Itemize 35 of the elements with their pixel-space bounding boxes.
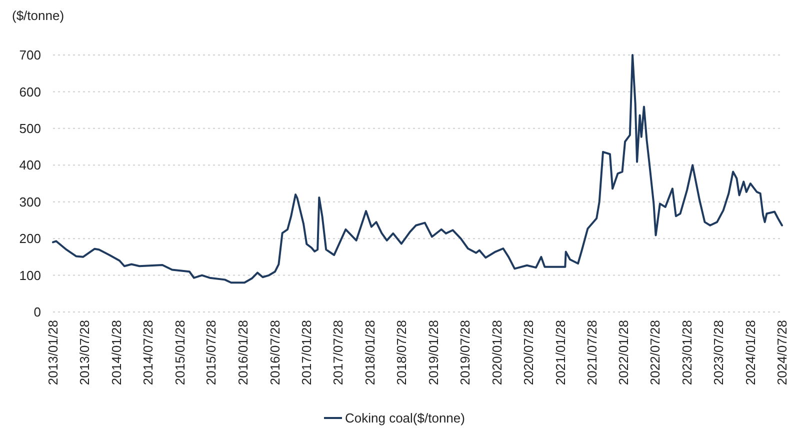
x-tick-label: 2022/01/28 bbox=[616, 320, 632, 386]
x-tick-label: 2016/01/28 bbox=[236, 320, 251, 386]
x-tick-label: 2023/01/28 bbox=[680, 320, 695, 386]
y-tick-label: 300 bbox=[19, 194, 41, 210]
legend-label: Coking coal($/tonne) bbox=[345, 410, 465, 426]
y-tick-label: 500 bbox=[19, 120, 41, 136]
x-tick-label: 2015/07/28 bbox=[204, 320, 219, 386]
x-tick-label: 2014/07/28 bbox=[140, 320, 156, 386]
y-tick-label: 600 bbox=[19, 84, 41, 100]
x-tick-label: 2021/07/28 bbox=[584, 320, 600, 386]
x-tick-label: 2020/07/28 bbox=[520, 320, 536, 386]
y-tick-label: 0 bbox=[34, 304, 41, 320]
y-tick-label: 200 bbox=[19, 231, 41, 246]
x-tick-label: 2024/01/28 bbox=[742, 320, 758, 386]
x-tick-label: 2020/01/28 bbox=[489, 320, 504, 386]
x-tick-label: 2013/07/28 bbox=[76, 320, 92, 386]
x-tick-label: 2019/07/28 bbox=[457, 320, 472, 386]
x-tick-label: 2014/01/28 bbox=[108, 320, 124, 386]
y-tick-label: 700 bbox=[19, 48, 41, 63]
x-tick-label: 2018/01/28 bbox=[362, 320, 378, 386]
x-tick-label: 2021/01/28 bbox=[552, 320, 568, 386]
x-tick-label: 2013/01/28 bbox=[46, 320, 61, 386]
line-series bbox=[52, 54, 783, 284]
x-tick-label: 2023/07/28 bbox=[711, 320, 726, 386]
x-tick-label: 2018/07/28 bbox=[394, 320, 409, 386]
x-tick-label: 2016/07/28 bbox=[267, 320, 282, 386]
x-tick-label: 2019/01/28 bbox=[426, 320, 441, 386]
y-tick-label: 100 bbox=[19, 268, 41, 283]
x-tick-label: 2022/07/28 bbox=[648, 320, 663, 386]
x-tick-label: 2024/07/28 bbox=[774, 320, 790, 386]
y-axis-title: ($/tonne) bbox=[12, 8, 64, 23]
x-tick-label: 2015/01/28 bbox=[172, 320, 188, 386]
x-tick-label: 2017/07/28 bbox=[330, 320, 346, 386]
y-tick-label: 400 bbox=[19, 158, 41, 173]
x-tick-label: 2017/01/28 bbox=[299, 320, 314, 386]
